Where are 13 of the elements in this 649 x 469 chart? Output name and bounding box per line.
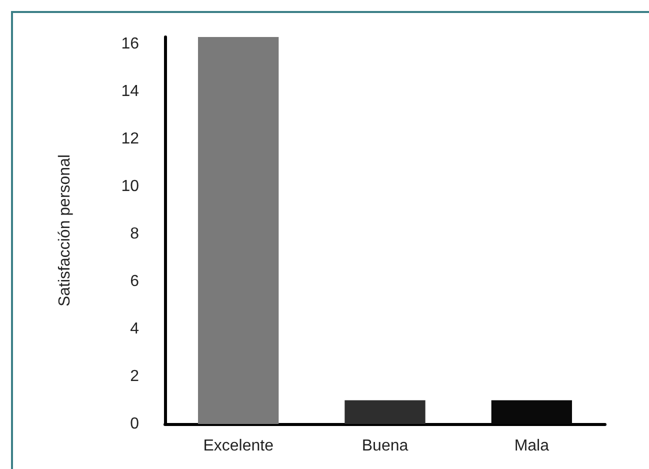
y-tick-label: 8 <box>130 226 140 243</box>
y-tick-label: 4 <box>130 320 140 338</box>
x-tick-label: Buena <box>362 438 408 454</box>
y-tick-label: 10 <box>121 178 140 196</box>
y-tick-label: 16 <box>121 36 140 53</box>
y-tick-label: 2 <box>130 368 140 386</box>
y-tick-label: 12 <box>121 130 140 148</box>
y-axis-title: Satisfacción personal <box>56 154 74 307</box>
y-tick-label: 6 <box>130 273 140 290</box>
x-tick-label: Excelente <box>203 438 274 454</box>
y-tick-label: 0 <box>130 416 140 432</box>
y-tick-label: 14 <box>121 83 140 100</box>
x-tick-label: Mala <box>514 438 550 454</box>
